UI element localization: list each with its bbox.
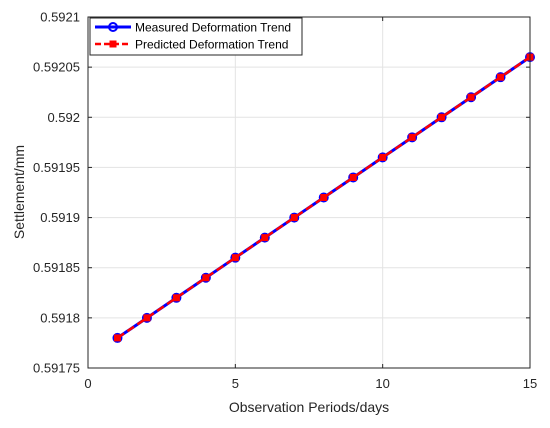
- legend-marker-square: [109, 40, 117, 48]
- legend: Measured Deformation Trend Predicted Defo…: [89, 17, 303, 56]
- x-axis-label: Observation Periods/days: [229, 399, 389, 415]
- data-point-square: [113, 334, 121, 342]
- data-point-circle: [466, 92, 477, 103]
- plot-frame: [87, 16, 531, 369]
- data-point-square: [290, 214, 298, 222]
- legend-box: [89, 17, 303, 56]
- data-point-circle: [112, 332, 123, 343]
- data-point-square: [320, 194, 328, 202]
- data-point-circle: [495, 72, 506, 83]
- data-point-circle: [141, 312, 152, 323]
- series-line-2: [116, 56, 531, 339]
- data-point-circle: [318, 192, 329, 203]
- data-point-circle: [171, 292, 182, 303]
- data-point-square: [467, 93, 475, 101]
- y-tick-label: 0.59185: [33, 260, 80, 275]
- series-layer: [112, 52, 535, 343]
- y-tick-label: 0.59205: [33, 60, 80, 75]
- data-point-circle: [348, 172, 359, 183]
- x-tick-label: 0: [84, 376, 91, 391]
- legend-entries: Measured Deformation Trend Predicted Defo…: [95, 21, 291, 52]
- data-point-square: [349, 173, 357, 181]
- data-point-circle: [289, 212, 300, 223]
- x-tick-label: 15: [523, 376, 537, 391]
- y-tick-label: 0.592: [47, 110, 80, 125]
- data-point-square: [438, 113, 446, 121]
- y-tick-label: 0.5919: [40, 210, 80, 225]
- data-point-circle: [230, 252, 241, 263]
- axis-ticks: [87, 16, 531, 369]
- plot-background: [88, 17, 530, 368]
- data-point-square: [408, 133, 416, 141]
- y-tick-label: 0.5921: [40, 10, 80, 25]
- data-point-square: [497, 73, 505, 81]
- y-tick-label: 0.59195: [33, 160, 80, 175]
- data-point-circle: [200, 272, 211, 283]
- data-point-square: [231, 254, 239, 262]
- x-tick-label: 10: [375, 376, 389, 391]
- y-tick-label: 0.5918: [40, 310, 80, 325]
- x-tick-label: 5: [232, 376, 239, 391]
- data-point-square: [143, 314, 151, 322]
- legend-label-2: Predicted Deformation Trend: [135, 38, 288, 52]
- legend-label-1: Measured Deformation Trend: [135, 21, 291, 35]
- data-point-square: [202, 274, 210, 282]
- data-point-square: [172, 294, 180, 302]
- data-point-square: [261, 234, 269, 242]
- tick-labels: 0 5 10 15 0.59175 0.5918 0.59185 0.5919 0.59195 0…: [33, 10, 537, 392]
- y-tick-label: 0.59175: [33, 361, 80, 376]
- data-point-circle: [407, 132, 418, 143]
- data-point-circle: [436, 112, 447, 123]
- data-point-circle: [259, 232, 270, 243]
- data-point-square: [379, 153, 387, 161]
- legend-marker-circle: [108, 22, 118, 32]
- y-axis-label: Settlement/mm: [11, 145, 27, 239]
- data-point-circle: [377, 152, 388, 163]
